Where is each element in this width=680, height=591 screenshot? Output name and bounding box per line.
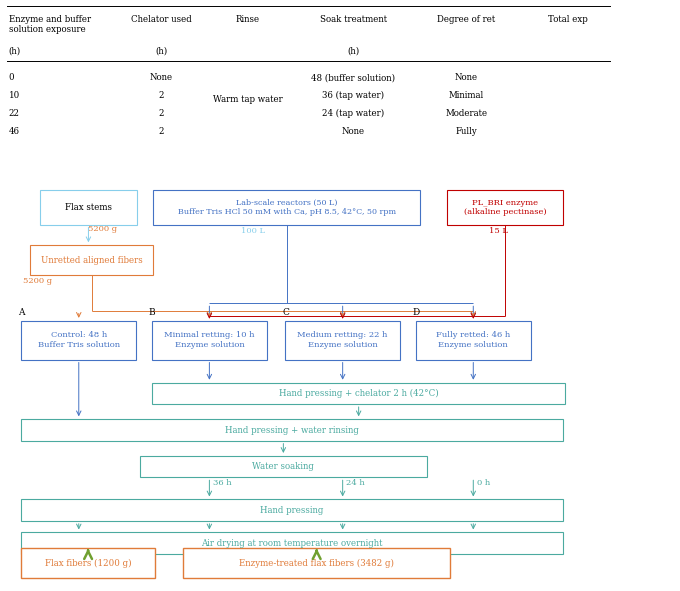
Text: None: None	[150, 73, 173, 82]
Text: 100 L: 100 L	[241, 227, 265, 235]
Text: Air drying at room temperature overnight: Air drying at room temperature overnight	[201, 538, 383, 548]
Text: D: D	[413, 308, 420, 317]
Text: 2: 2	[158, 91, 164, 100]
Text: 36 (tap water): 36 (tap water)	[322, 91, 384, 100]
Text: 15 L: 15 L	[489, 227, 508, 235]
Text: Enzyme-treated flax fibers (3482 g): Enzyme-treated flax fibers (3482 g)	[239, 558, 394, 568]
Text: B: B	[149, 308, 155, 317]
Text: Lab-scale reactors (50 L)
Buffer Tris HCl 50 mM with Ca, pH 8.5, 42°C, 50 rpm: Lab-scale reactors (50 L) Buffer Tris HC…	[177, 199, 396, 216]
Text: 5200 g: 5200 g	[88, 226, 118, 233]
FancyBboxPatch shape	[184, 548, 450, 578]
Text: (h): (h)	[347, 47, 360, 56]
FancyBboxPatch shape	[22, 499, 562, 521]
Text: 5200 g: 5200 g	[23, 277, 52, 285]
Text: Rinse: Rinse	[236, 15, 260, 24]
Text: Minimal retting: 10 h
Enzyme solution: Minimal retting: 10 h Enzyme solution	[164, 332, 254, 349]
Text: None: None	[455, 73, 478, 82]
Text: (h): (h)	[9, 47, 21, 56]
Text: Hand pressing + chelator 2 h (42°C): Hand pressing + chelator 2 h (42°C)	[279, 389, 439, 398]
Text: 0 h: 0 h	[477, 479, 490, 487]
Text: 2: 2	[158, 109, 164, 118]
FancyBboxPatch shape	[40, 190, 137, 225]
Text: (h): (h)	[155, 47, 167, 56]
FancyBboxPatch shape	[22, 419, 562, 441]
Text: Minimal: Minimal	[449, 91, 484, 100]
FancyBboxPatch shape	[22, 548, 155, 578]
FancyBboxPatch shape	[22, 321, 136, 360]
Text: Fully retted: 46 h
Enzyme solution: Fully retted: 46 h Enzyme solution	[436, 332, 511, 349]
Text: Moderate: Moderate	[445, 109, 488, 118]
Text: C: C	[282, 308, 289, 317]
Text: Medium retting: 22 h
Enzyme solution: Medium retting: 22 h Enzyme solution	[297, 332, 388, 349]
Text: 0: 0	[9, 73, 14, 82]
Text: Fully: Fully	[456, 126, 477, 135]
Text: 46: 46	[9, 126, 20, 135]
FancyBboxPatch shape	[286, 321, 400, 360]
Text: Flax fibers (1200 g): Flax fibers (1200 g)	[45, 558, 131, 568]
FancyBboxPatch shape	[416, 321, 530, 360]
Text: Control: 48 h
Buffer Tris solution: Control: 48 h Buffer Tris solution	[37, 332, 120, 349]
Text: 48 (buffer solution): 48 (buffer solution)	[311, 73, 395, 82]
Text: 10: 10	[9, 91, 20, 100]
Text: 22: 22	[9, 109, 20, 118]
Text: None: None	[342, 126, 365, 135]
FancyBboxPatch shape	[22, 532, 562, 554]
Text: A: A	[18, 308, 24, 317]
Text: Warm tap water: Warm tap water	[213, 95, 283, 105]
FancyBboxPatch shape	[154, 190, 420, 225]
FancyBboxPatch shape	[152, 382, 565, 404]
Text: Hand pressing + water rinsing: Hand pressing + water rinsing	[225, 426, 359, 434]
Text: PL_BRI enzyme
(alkaline pectinase): PL_BRI enzyme (alkaline pectinase)	[464, 199, 546, 216]
Text: 36 h: 36 h	[213, 479, 231, 487]
Text: Soak treatment: Soak treatment	[320, 15, 387, 24]
Text: Flax stems: Flax stems	[65, 203, 112, 212]
FancyBboxPatch shape	[152, 321, 267, 360]
Text: 24 (tap water): 24 (tap water)	[322, 109, 384, 118]
Text: Degree of ret: Degree of ret	[437, 15, 496, 24]
FancyBboxPatch shape	[140, 456, 426, 478]
Text: 2: 2	[158, 126, 164, 135]
Text: Water soaking: Water soaking	[252, 462, 314, 471]
Text: Total exp: Total exp	[548, 15, 588, 24]
Text: 24 h: 24 h	[346, 479, 364, 487]
FancyBboxPatch shape	[30, 245, 154, 275]
FancyBboxPatch shape	[447, 190, 563, 225]
Text: Unretted aligned fibers: Unretted aligned fibers	[41, 255, 143, 265]
Text: Enzyme and buffer
solution exposure: Enzyme and buffer solution exposure	[9, 15, 91, 34]
Text: Chelator used: Chelator used	[131, 15, 192, 24]
Text: Hand pressing: Hand pressing	[260, 506, 324, 515]
